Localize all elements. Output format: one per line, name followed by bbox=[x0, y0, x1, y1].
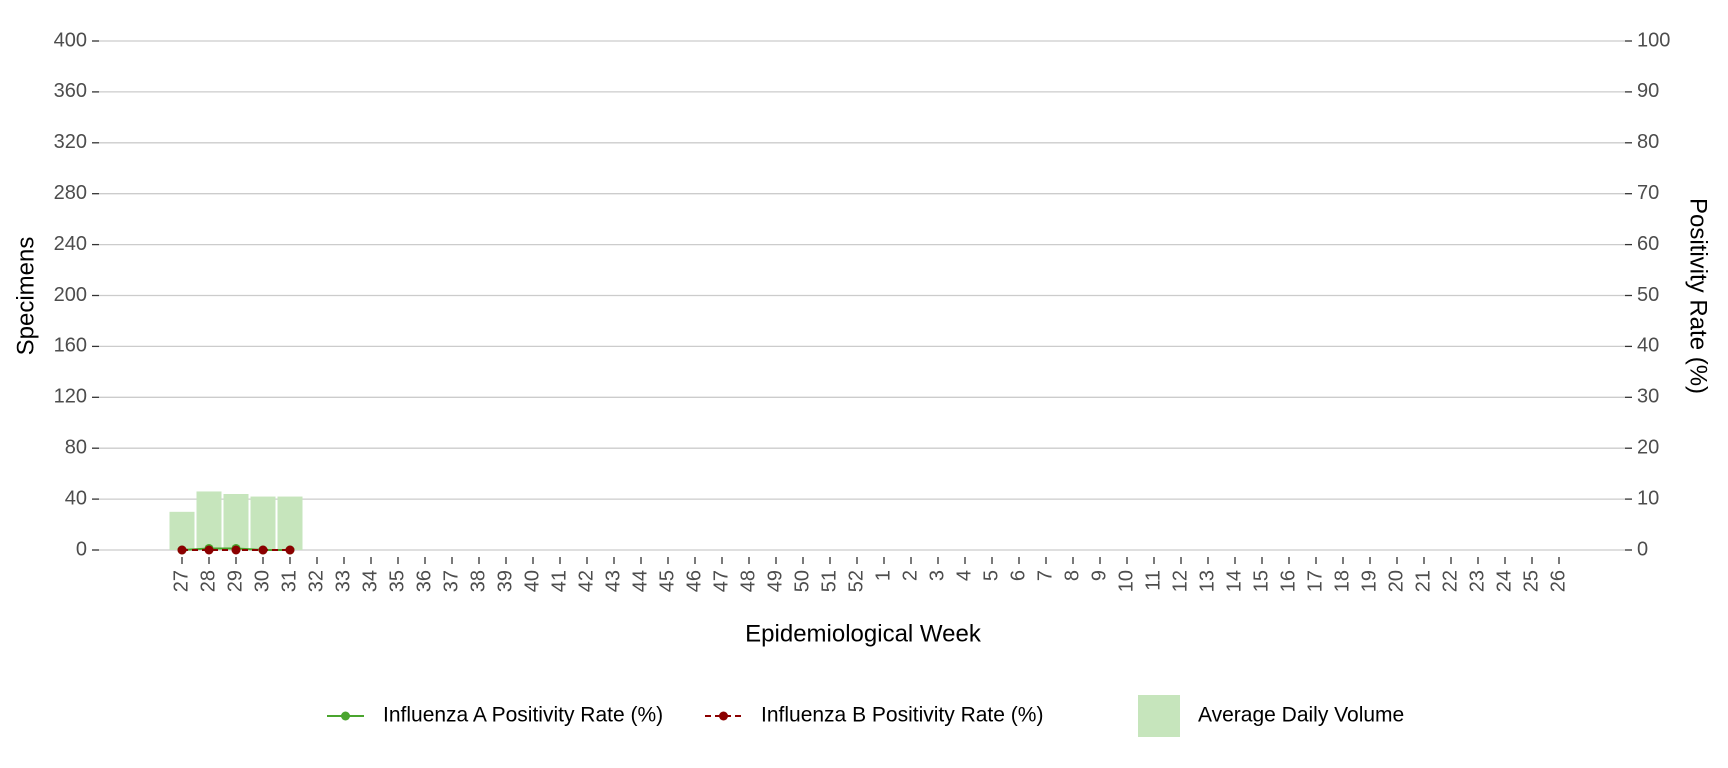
x-tick-label: 3 bbox=[926, 570, 948, 581]
x-tick-label: 44 bbox=[629, 570, 651, 592]
x-tick-label: 26 bbox=[1547, 570, 1569, 592]
y2-tick-label: 80 bbox=[1637, 131, 1659, 153]
x-tick-label: 41 bbox=[548, 570, 570, 592]
x-tick-label: 32 bbox=[305, 570, 327, 592]
x-tick-label: 34 bbox=[359, 570, 381, 592]
x-tick-label: 23 bbox=[1466, 570, 1488, 592]
x-tick-label: 24 bbox=[1493, 570, 1515, 592]
x-tick-label: 39 bbox=[494, 570, 516, 592]
x-tick-label: 46 bbox=[683, 570, 705, 592]
bar bbox=[223, 494, 249, 550]
x-tick-label: 19 bbox=[1358, 570, 1380, 592]
x-tick-label: 7 bbox=[1034, 570, 1056, 581]
point bbox=[231, 545, 241, 555]
x-tick-label: 17 bbox=[1304, 570, 1326, 592]
x-tick-label: 18 bbox=[1331, 570, 1353, 592]
y-tick-label: 200 bbox=[54, 284, 87, 306]
point bbox=[258, 545, 268, 555]
x-tick-label: 6 bbox=[1007, 570, 1029, 581]
x-tick-label: 14 bbox=[1223, 570, 1245, 592]
x-tick-label: 5 bbox=[980, 570, 1002, 581]
x-tick-label: 4 bbox=[953, 570, 975, 581]
y2-tick-label: 10 bbox=[1637, 487, 1659, 509]
y2-tick-label: 30 bbox=[1637, 386, 1659, 408]
y-tick-label: 400 bbox=[54, 29, 87, 51]
point bbox=[177, 545, 187, 555]
x-tick-label: 25 bbox=[1520, 570, 1542, 592]
x-tick-label: 50 bbox=[791, 570, 813, 592]
x-tick-label: 9 bbox=[1088, 570, 1110, 581]
x-tick-label: 43 bbox=[602, 570, 624, 592]
y2-tick-label: 50 bbox=[1637, 284, 1659, 306]
bar bbox=[250, 496, 276, 550]
point bbox=[285, 545, 295, 555]
x-tick-label: 45 bbox=[656, 570, 678, 592]
x-tick-label: 29 bbox=[224, 570, 246, 592]
x-tick-label: 27 bbox=[170, 570, 192, 592]
x-tick-label: 31 bbox=[278, 570, 300, 592]
bar bbox=[277, 496, 303, 550]
x-tick-label: 22 bbox=[1439, 570, 1461, 592]
legend-swatch bbox=[1138, 695, 1180, 737]
y2-tick-label: 100 bbox=[1637, 29, 1670, 51]
y-tick-label: 0 bbox=[76, 538, 87, 560]
x-tick-label: 15 bbox=[1250, 570, 1272, 592]
x-tick-label: 49 bbox=[764, 570, 786, 592]
bar bbox=[169, 511, 195, 550]
legend-label: Influenza B Positivity Rate (%) bbox=[761, 704, 1043, 727]
y2-tick-label: 60 bbox=[1637, 233, 1659, 255]
legend-point bbox=[341, 711, 350, 721]
x-tick-label: 1 bbox=[872, 570, 894, 581]
y-tick-label: 280 bbox=[54, 182, 87, 204]
legend-point bbox=[719, 711, 728, 721]
point bbox=[204, 545, 214, 555]
x-tick-label: 30 bbox=[251, 570, 273, 592]
y-tick-label: 320 bbox=[54, 131, 87, 153]
x-tick-label: 40 bbox=[521, 570, 543, 592]
y2-tick-label: 90 bbox=[1637, 80, 1659, 102]
x-tick-label: 52 bbox=[845, 570, 867, 592]
x-tick-label: 37 bbox=[440, 570, 462, 592]
y2-tick-label: 0 bbox=[1637, 538, 1648, 560]
x-tick-label: 11 bbox=[1142, 570, 1164, 591]
legend-label: Influenza A Positivity Rate (%) bbox=[383, 704, 663, 727]
y2-tick-label: 40 bbox=[1637, 335, 1659, 357]
x-axis-title: Epidemiological Week bbox=[745, 620, 982, 647]
x-tick-label: 33 bbox=[332, 570, 354, 592]
x-tick-label: 8 bbox=[1061, 570, 1083, 581]
x-tick-label: 36 bbox=[413, 570, 435, 592]
x-tick-label: 28 bbox=[197, 570, 219, 592]
y2-tick-label: 20 bbox=[1637, 436, 1659, 458]
y2-axis-title: Positivity Rate (%) bbox=[1685, 198, 1712, 394]
x-tick-label: 2 bbox=[899, 570, 921, 581]
x-tick-label: 51 bbox=[818, 570, 840, 592]
y-tick-label: 160 bbox=[54, 335, 87, 357]
y-tick-label: 40 bbox=[65, 487, 87, 509]
x-tick-label: 38 bbox=[467, 570, 489, 592]
x-tick-label: 10 bbox=[1115, 570, 1137, 592]
x-tick-label: 47 bbox=[710, 570, 732, 592]
x-tick-label: 16 bbox=[1277, 570, 1299, 592]
legend-label: Average Daily Volume bbox=[1198, 704, 1404, 727]
x-tick-label: 20 bbox=[1385, 570, 1407, 592]
x-tick-label: 13 bbox=[1196, 570, 1218, 592]
bar bbox=[196, 491, 222, 550]
x-tick-label: 21 bbox=[1412, 570, 1434, 592]
x-tick-label: 12 bbox=[1169, 570, 1191, 592]
x-tick-label: 48 bbox=[737, 570, 759, 592]
y-tick-label: 240 bbox=[54, 233, 87, 255]
y-tick-label: 120 bbox=[54, 386, 87, 408]
y-tick-label: 80 bbox=[65, 436, 87, 458]
y-tick-label: 360 bbox=[54, 80, 87, 102]
y2-tick-label: 70 bbox=[1637, 182, 1659, 204]
x-tick-label: 35 bbox=[386, 570, 408, 592]
x-tick-label: 42 bbox=[575, 570, 597, 592]
y-axis-title: Specimens bbox=[12, 237, 39, 356]
